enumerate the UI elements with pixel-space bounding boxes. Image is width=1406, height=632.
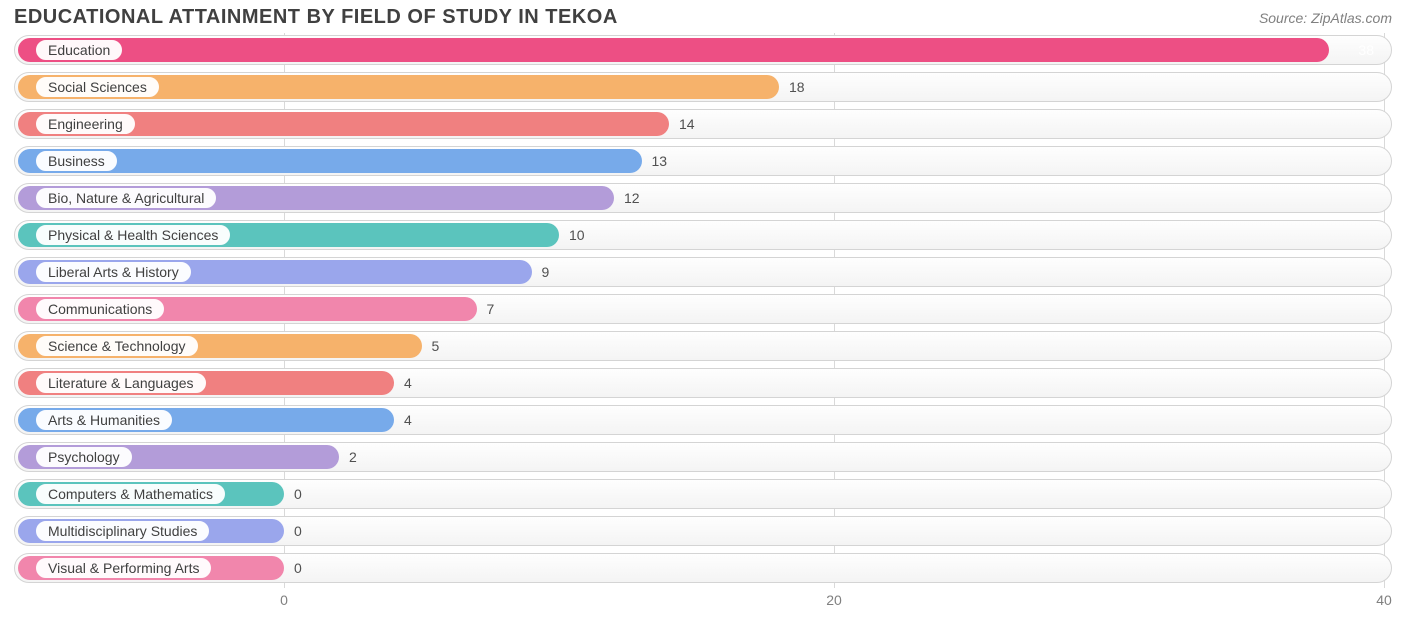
bar-value-label: 4 bbox=[404, 412, 412, 428]
bar-row: Multidisciplinary Studies 0 bbox=[14, 514, 1392, 548]
chart-title: EDUCATIONAL ATTAINMENT BY FIELD OF STUDY… bbox=[14, 6, 618, 29]
bar-value-label: 12 bbox=[624, 190, 640, 206]
bar-label-pill: Engineering bbox=[34, 112, 137, 136]
bar-value-label: 7 bbox=[487, 301, 495, 317]
bar-label-pill: Bio, Nature & Agricultural bbox=[34, 186, 218, 210]
bar-row: Science & Technology 5 bbox=[14, 329, 1392, 363]
bar-label-pill: Communications bbox=[34, 297, 166, 321]
bar-label-pill: Multidisciplinary Studies bbox=[34, 519, 211, 543]
bar-label-pill: Visual & Performing Arts bbox=[34, 556, 213, 580]
bar-label-pill: Computers & Mathematics bbox=[34, 482, 227, 506]
bar-row: Bio, Nature & Agricultural 12 bbox=[14, 181, 1392, 215]
bar-value-label: 0 bbox=[294, 486, 302, 502]
bar-label-pill: Business bbox=[34, 149, 119, 173]
bar-label-pill: Science & Technology bbox=[34, 334, 200, 358]
chart-plot-area: Education 38 Social Sciences 18 Engineering 1… bbox=[14, 33, 1392, 588]
bar-row: Education 38 bbox=[14, 33, 1392, 67]
bar-row: Physical & Health Sciences 10 bbox=[14, 218, 1392, 252]
chart-source: Source: ZipAtlas.com bbox=[1259, 10, 1392, 26]
bar bbox=[18, 38, 1329, 62]
bar-value-label: 14 bbox=[679, 116, 695, 132]
bar-row: Computers & Mathematics 0 bbox=[14, 477, 1392, 511]
x-axis-tick: 0 bbox=[280, 592, 288, 608]
bar-label-pill: Physical & Health Sciences bbox=[34, 223, 232, 247]
bar-value-label: 2 bbox=[349, 449, 357, 465]
bar-row: Visual & Performing Arts 0 bbox=[14, 551, 1392, 585]
bar-label-pill: Education bbox=[34, 38, 124, 62]
bar-row: Social Sciences 18 bbox=[14, 70, 1392, 104]
bar-label-pill: Psychology bbox=[34, 445, 134, 469]
bar-label-pill: Social Sciences bbox=[34, 75, 161, 99]
bar-row: Business 13 bbox=[14, 144, 1392, 178]
bar-value-label: 9 bbox=[542, 264, 550, 280]
bar-value-label: 4 bbox=[404, 375, 412, 391]
x-axis: 0 20 40 bbox=[14, 588, 1392, 616]
bar-value-label: 13 bbox=[652, 153, 668, 169]
bar-row: Liberal Arts & History 9 bbox=[14, 255, 1392, 289]
bar-value-label: 38 bbox=[1358, 42, 1374, 58]
bar-row: Communications 7 bbox=[14, 292, 1392, 326]
bar-value-label: 0 bbox=[294, 523, 302, 539]
bar-row: Literature & Languages 4 bbox=[14, 366, 1392, 400]
bar-value-label: 0 bbox=[294, 560, 302, 576]
bar-label-pill: Literature & Languages bbox=[34, 371, 208, 395]
bar-label-pill: Liberal Arts & History bbox=[34, 260, 193, 284]
x-axis-tick: 40 bbox=[1376, 592, 1392, 608]
bar-row: Engineering 14 bbox=[14, 107, 1392, 141]
chart-rows: Education 38 Social Sciences 18 Engineering 1… bbox=[14, 33, 1392, 585]
bar-row: Psychology 2 bbox=[14, 440, 1392, 474]
bar-value-label: 18 bbox=[789, 79, 805, 95]
bar-label-pill: Arts & Humanities bbox=[34, 408, 174, 432]
x-axis-tick: 20 bbox=[826, 592, 842, 608]
chart-header: EDUCATIONAL ATTAINMENT BY FIELD OF STUDY… bbox=[0, 0, 1406, 33]
bar-value-label: 10 bbox=[569, 227, 585, 243]
bar-row: Arts & Humanities 4 bbox=[14, 403, 1392, 437]
bar-value-label: 5 bbox=[432, 338, 440, 354]
